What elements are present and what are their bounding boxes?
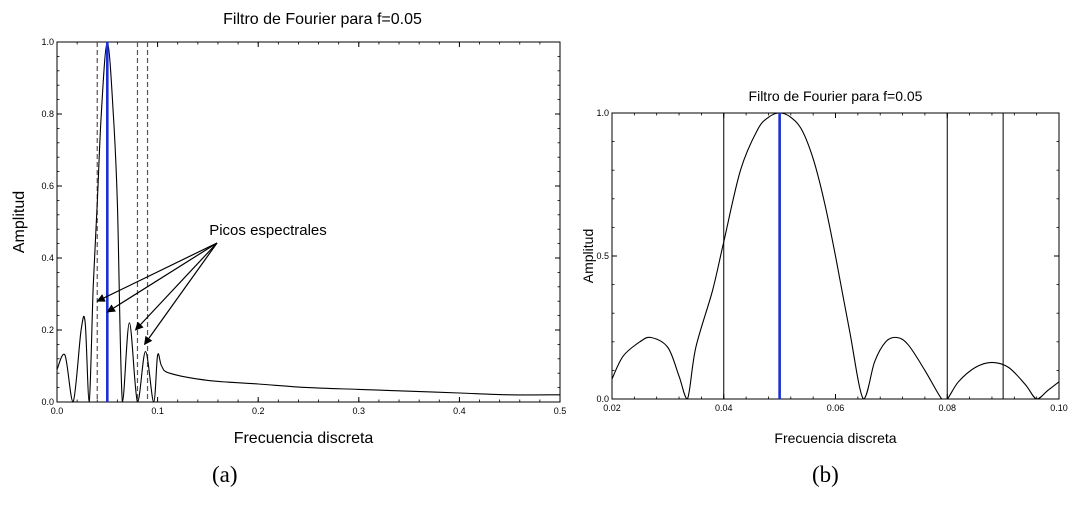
chart2-x-tick-label: 0.04 [715,403,733,413]
chart1-x-tick-label: 0.5 [554,406,567,416]
chart2-x-tick-label: 0.10 [1050,403,1068,413]
chart2-title: Filtro de Fourier para f=0.05 [749,88,923,104]
chart1-x-tick-label: 0.3 [353,406,366,416]
chart1-y-tick-label: 0.6 [41,181,54,191]
panel-label-b: (b) [812,462,839,487]
chart1-x-tick-label: 0.0 [51,406,64,416]
chart1-x-tick-label: 0.1 [151,406,164,416]
chart2-x-tick-label: 0.06 [827,403,845,413]
chart1-title: Filtro de Fourier para f=0.05 [223,11,422,28]
chart1-x-tick-label: 0.2 [252,406,265,416]
chart1-annotation-arrow [96,242,218,302]
chart1-annotation-arrow [134,242,218,331]
chart1-x-axis-label: Frecuencia discreta [234,430,374,447]
chart2-y-tick-label: 0.5 [596,251,609,261]
chart2-x-axis-label: Frecuencia discreta [774,430,896,446]
chart1-x-tick-label: 0.4 [453,406,466,416]
chart1-y-tick-label: 0.0 [41,397,54,407]
chart1-y-tick-label: 0.4 [41,253,54,263]
chart2-y-axis-label: Amplitud [580,229,596,283]
chart1-annotation-arrow [144,242,218,346]
chart2-x-tick-label: 0.02 [603,403,621,413]
chart1-y-tick-label: 1.0 [41,37,54,47]
chart2-y-tick-label: 0.0 [596,394,609,404]
chart1-y-tick-label: 0.2 [41,325,54,335]
chart1-y-tick-label: 0.8 [41,109,54,119]
chart1-filter-response-curve [56,41,561,403]
chart2-x-tick-label: 0.08 [938,403,956,413]
chart1-annotation-arrow [106,242,218,313]
chart2-filter-response-curve [611,112,1060,400]
panel-label-a: (a) [212,462,238,487]
chart1-plot-frame [56,41,561,403]
chart1-y-axis-label: Amplitud [11,191,28,253]
chart2-y-tick-label: 1.0 [596,108,609,118]
chart1-annotation-text: Picos espectrales [209,222,327,239]
